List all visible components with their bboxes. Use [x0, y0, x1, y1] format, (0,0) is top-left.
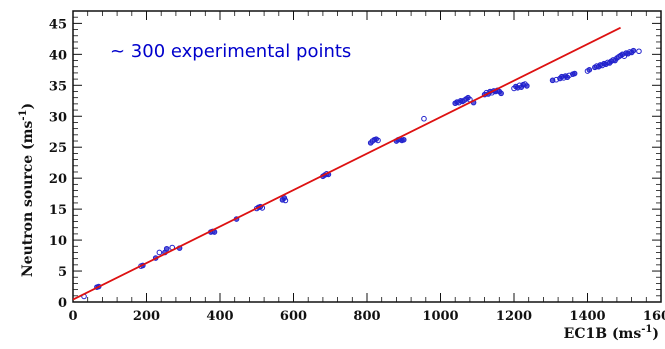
y-tick-label: 15: [49, 203, 67, 218]
x-tick-label: 1200: [496, 309, 532, 324]
x-tick-label: 1600: [643, 309, 665, 324]
x-axis-unit-exponent: -1: [641, 324, 652, 335]
data-point: [586, 67, 593, 73]
axis-tick-labels: 0 200 400 600 800 1000 1200 1400 1600 0 5 10 15 20 25 3…: [49, 17, 665, 324]
y-axis-unit-close: ): [20, 103, 36, 110]
data-point: [571, 70, 578, 77]
data-point: [156, 249, 163, 256]
data-point: [630, 47, 637, 54]
y-axis-unit-exponent: -1: [18, 109, 29, 120]
x-tick-label: 0: [68, 309, 77, 324]
x-axis-label: EC1B: [564, 326, 608, 342]
data-point: [524, 83, 530, 89]
x-tick-label: 800: [353, 309, 380, 324]
x-tick-label: 1000: [422, 309, 458, 324]
data-point: [400, 136, 407, 143]
data-point: [636, 48, 642, 55]
fit-line: [72, 26, 621, 301]
y-tick-label: 30: [49, 110, 67, 125]
data-points: [81, 47, 642, 300]
y-tick-label: 40: [49, 48, 67, 63]
y-axis-label: Neutron source: [20, 155, 36, 277]
x-axis-unit-close: ): [652, 326, 659, 342]
data-point: [163, 245, 170, 252]
x-axis-title: EC1B (ms-1): [564, 324, 659, 342]
y-tick-label: 35: [49, 79, 67, 94]
axis-ticks: [72, 10, 662, 303]
x-tick-label: 600: [280, 309, 307, 324]
y-axis-title: Neutron source (ms-1): [18, 103, 36, 277]
data-point: [375, 137, 381, 144]
y-tick-label: 0: [58, 296, 67, 311]
data-point: [498, 90, 504, 97]
data-point: [282, 197, 289, 204]
x-tick-label: 1400: [569, 309, 605, 324]
annotation: ~ 300 experimental points: [110, 41, 351, 62]
x-tick-label: 200: [133, 309, 160, 324]
x-tick-label: 400: [206, 309, 233, 324]
y-tick-label: 5: [58, 265, 67, 280]
y-axis-unit: (ms: [20, 120, 36, 149]
y-tick-label: 25: [49, 141, 67, 156]
y-tick-label: 20: [49, 172, 67, 187]
x-axis-unit: (ms: [612, 326, 641, 342]
y-tick-label: 45: [49, 17, 67, 32]
data-point: [421, 115, 427, 122]
y-tick-label: 10: [49, 234, 67, 249]
